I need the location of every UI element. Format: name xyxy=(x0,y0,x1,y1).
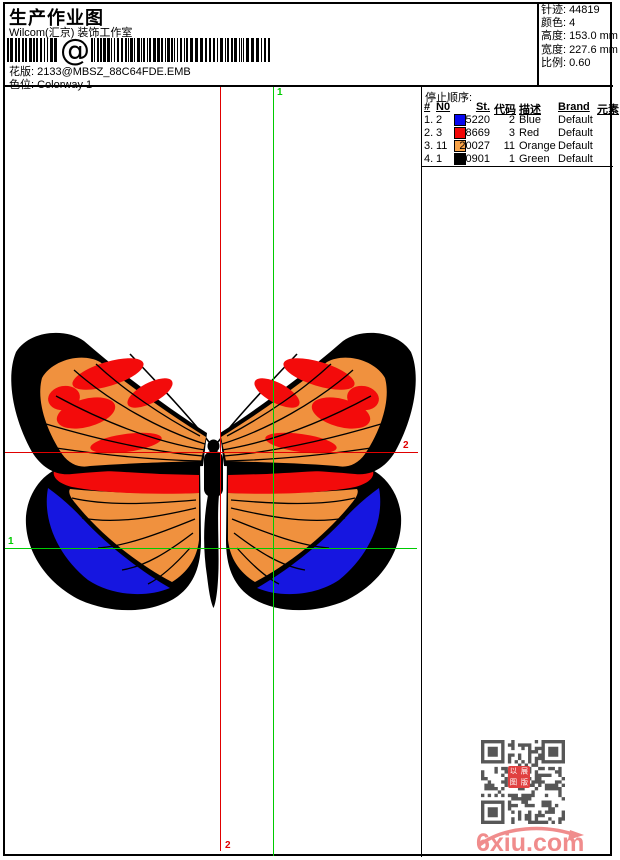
barcode-at-symbol: @ xyxy=(60,33,90,68)
color-code: 11 xyxy=(503,140,515,152)
stitch-count-row: 针迹: 44819 xyxy=(541,4,600,16)
thread-brand: Default xyxy=(558,140,593,152)
barcode-left-segment xyxy=(7,38,59,62)
color-code: 1 xyxy=(508,153,515,165)
color-code: 3 xyxy=(508,127,515,139)
col-header-needle: N0 xyxy=(436,101,451,113)
needle-number: 2 xyxy=(436,114,443,126)
color-swatch xyxy=(454,140,466,152)
color-code: 2 xyxy=(508,114,515,126)
row-index: 3. xyxy=(424,140,434,152)
row-index: 4. xyxy=(424,153,434,165)
table-row: 3. 11 20027 11 Orange Default xyxy=(421,140,613,153)
stitch-count: 5220 xyxy=(465,114,490,126)
scale-row: 比例: 0.60 xyxy=(541,56,591,69)
header-divider xyxy=(3,85,613,87)
needle-number: 11 xyxy=(436,140,448,152)
guide-label-start-top: 1 xyxy=(277,87,283,98)
page-title: 生产作业图 xyxy=(9,8,104,28)
needle-number: 1 xyxy=(436,153,443,165)
hindwing xyxy=(25,459,201,611)
site-logo: 6xiu.com xyxy=(474,822,586,857)
thread-brand: Default xyxy=(558,114,593,126)
guide-label-start-left: 1 xyxy=(8,536,14,547)
butterfly-body xyxy=(204,439,223,608)
color-description: Blue xyxy=(519,114,542,126)
barcode-right-segment xyxy=(91,38,272,62)
height-row: 高度: 153.0 mm xyxy=(541,30,618,43)
color-swatch xyxy=(454,127,466,139)
qr-code xyxy=(481,740,565,824)
col-header-index: # xyxy=(424,101,431,113)
col-header-description: 描述 xyxy=(519,104,541,116)
logo-swoosh xyxy=(476,826,584,848)
forewing xyxy=(11,332,207,475)
stop-sequence-header: # N0 St. 代码 描述 Brand 元素 xyxy=(421,101,619,116)
thread-brand: Default xyxy=(558,153,593,165)
table-row: 4. 1 10901 1 Green Default xyxy=(421,153,613,166)
guide-line-red-vertical xyxy=(220,87,221,851)
stitch-count: 10901 xyxy=(459,153,490,165)
thread-brand: Default xyxy=(558,127,593,139)
guide-line-green-horizontal xyxy=(5,548,417,549)
design-info-box: 针迹: 44819 颜色: 4 高度: 153.0 mm 宽度: 227.6 mm 比例… xyxy=(541,4,618,70)
design-file-line: 花版: 2133@MBSZ_88C64FDE.EMB xyxy=(9,63,191,79)
seal-char: 以 xyxy=(509,766,518,776)
red-seal-stamp: 以 展 图 版 xyxy=(508,766,530,788)
width-row: 宽度: 227.6 mm xyxy=(541,43,618,56)
guide-line-red-horizontal xyxy=(5,452,418,453)
row-index: 2. xyxy=(424,127,434,139)
table-bottom-border xyxy=(421,166,613,167)
studio-name: Wilcom(汇京) 装饰工作室 xyxy=(9,27,133,39)
barcode: @ xyxy=(7,33,272,68)
col-header-code: 代码 xyxy=(494,104,516,116)
panel-separator xyxy=(421,86,422,857)
color-count-row: 颜色: 4 xyxy=(541,17,576,30)
color-swatch xyxy=(454,114,466,126)
seal-char: 版 xyxy=(520,777,529,787)
seal-char: 图 xyxy=(509,777,518,787)
seal-char: 展 xyxy=(520,766,529,776)
needle-number: 3 xyxy=(436,127,443,139)
col-header-brand: Brand xyxy=(558,101,590,113)
design-file-value: 2133@MBSZ_88C64FDE.EMB xyxy=(37,66,191,78)
design-file-label: 花版: xyxy=(9,66,35,78)
guide-line-green-vertical xyxy=(273,87,274,856)
col-header-element: 元素 xyxy=(597,104,619,116)
color-description: Red xyxy=(519,127,540,139)
guide-label-end-bottom: 2 xyxy=(225,840,231,851)
row-index: 1. xyxy=(424,114,434,126)
guide-label-end-right: 2 xyxy=(403,440,409,451)
color-swatch xyxy=(454,153,466,165)
table-row: 1. 2 5220 2 Blue Default xyxy=(421,114,613,127)
color-description: Green xyxy=(519,153,550,165)
info-box-border xyxy=(537,2,539,86)
color-description: Orange xyxy=(519,140,556,152)
logo-text: 6xiu.com xyxy=(476,829,585,857)
stop-sequence-title: 停止顺序: xyxy=(425,92,473,104)
col-header-stitches: St. xyxy=(475,101,490,113)
table-row: 2. 3 8669 3 Red Default xyxy=(421,127,613,140)
stitch-count: 20027 xyxy=(459,140,490,152)
stitch-count: 8669 xyxy=(465,127,490,139)
page-border xyxy=(3,2,612,856)
